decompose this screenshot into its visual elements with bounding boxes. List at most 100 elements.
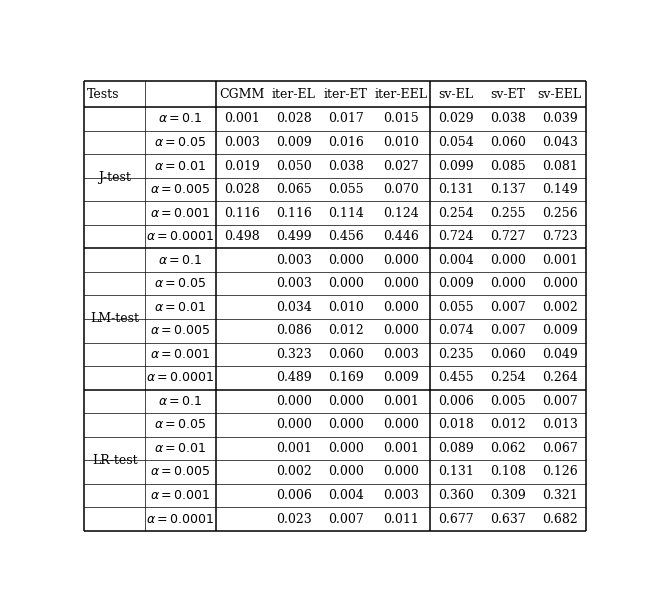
Text: 0.089: 0.089 xyxy=(438,442,473,455)
Text: 0.055: 0.055 xyxy=(438,301,473,314)
Text: iter-EL: iter-EL xyxy=(272,87,316,101)
Text: $\alpha = 0.01$: $\alpha = 0.01$ xyxy=(155,159,207,173)
Text: 0.235: 0.235 xyxy=(438,348,473,361)
Text: J-test: J-test xyxy=(98,171,131,184)
Text: 0.062: 0.062 xyxy=(490,442,526,455)
Text: 0.009: 0.009 xyxy=(542,324,578,337)
Text: 0.000: 0.000 xyxy=(328,277,364,290)
Text: 0.060: 0.060 xyxy=(328,348,364,361)
Text: 0.256: 0.256 xyxy=(542,207,578,220)
Text: 0.131: 0.131 xyxy=(438,183,474,196)
Text: 0.003: 0.003 xyxy=(383,489,419,502)
Text: 0.003: 0.003 xyxy=(276,253,312,267)
Text: 0.116: 0.116 xyxy=(224,207,259,220)
Text: 0.254: 0.254 xyxy=(438,207,473,220)
Text: sv-EL: sv-EL xyxy=(438,87,473,101)
Text: 0.114: 0.114 xyxy=(328,207,364,220)
Text: 0.012: 0.012 xyxy=(490,418,526,431)
Text: 0.060: 0.060 xyxy=(490,348,526,361)
Text: 0.016: 0.016 xyxy=(328,136,364,149)
Text: 0.074: 0.074 xyxy=(438,324,473,337)
Text: 0.039: 0.039 xyxy=(542,113,578,125)
Text: 0.000: 0.000 xyxy=(328,253,364,267)
Text: 0.000: 0.000 xyxy=(328,465,364,479)
Text: 0.001: 0.001 xyxy=(542,253,578,267)
Text: sv-EEL: sv-EEL xyxy=(538,87,582,101)
Text: LR-test: LR-test xyxy=(92,453,138,467)
Text: 0.015: 0.015 xyxy=(383,113,419,125)
Text: $\alpha = 0.05$: $\alpha = 0.05$ xyxy=(155,136,207,149)
Text: 0.446: 0.446 xyxy=(383,230,419,243)
Text: $\alpha = 0.001$: $\alpha = 0.001$ xyxy=(151,348,211,361)
Text: $\alpha = 0.01$: $\alpha = 0.01$ xyxy=(155,301,207,314)
Text: 0.099: 0.099 xyxy=(438,159,473,173)
Text: 0.027: 0.027 xyxy=(383,159,419,173)
Text: 0.005: 0.005 xyxy=(490,395,526,408)
Text: 0.034: 0.034 xyxy=(276,301,312,314)
Text: 0.085: 0.085 xyxy=(490,159,526,173)
Text: 0.000: 0.000 xyxy=(383,277,419,290)
Text: 0.065: 0.065 xyxy=(276,183,312,196)
Text: 0.002: 0.002 xyxy=(542,301,578,314)
Text: 0.255: 0.255 xyxy=(490,207,526,220)
Text: 0.018: 0.018 xyxy=(438,418,474,431)
Text: 0.054: 0.054 xyxy=(438,136,473,149)
Text: 0.001: 0.001 xyxy=(276,442,312,455)
Text: $\alpha = 0.0001$: $\alpha = 0.0001$ xyxy=(146,230,215,243)
Text: 0.009: 0.009 xyxy=(276,136,312,149)
Text: 0.028: 0.028 xyxy=(224,183,259,196)
Text: iter-EEL: iter-EEL xyxy=(374,87,427,101)
Text: iter-ET: iter-ET xyxy=(323,87,368,101)
Text: 0.009: 0.009 xyxy=(438,277,473,290)
Text: $\alpha = 0.1$: $\alpha = 0.1$ xyxy=(158,395,203,408)
Text: 0.131: 0.131 xyxy=(438,465,474,479)
Text: 0.017: 0.017 xyxy=(328,113,364,125)
Text: $\alpha = 0.05$: $\alpha = 0.05$ xyxy=(155,418,207,431)
Text: 0.000: 0.000 xyxy=(383,301,419,314)
Text: 0.004: 0.004 xyxy=(328,489,364,502)
Text: 0.001: 0.001 xyxy=(383,442,419,455)
Text: 0.323: 0.323 xyxy=(276,348,312,361)
Text: 0.006: 0.006 xyxy=(438,395,474,408)
Text: 0.309: 0.309 xyxy=(490,489,526,502)
Text: 0.455: 0.455 xyxy=(438,371,473,385)
Text: 0.000: 0.000 xyxy=(328,442,364,455)
Text: $\alpha = 0.005$: $\alpha = 0.005$ xyxy=(150,324,211,337)
Text: $\alpha = 0.005$: $\alpha = 0.005$ xyxy=(150,183,211,196)
Text: 0.000: 0.000 xyxy=(276,395,312,408)
Text: 0.116: 0.116 xyxy=(276,207,312,220)
Text: 0.000: 0.000 xyxy=(490,253,526,267)
Text: 0.081: 0.081 xyxy=(542,159,578,173)
Text: 0.677: 0.677 xyxy=(438,513,473,525)
Text: 0.000: 0.000 xyxy=(383,465,419,479)
Text: 0.001: 0.001 xyxy=(383,395,419,408)
Text: 0.009: 0.009 xyxy=(383,371,419,385)
Text: 0.149: 0.149 xyxy=(542,183,578,196)
Text: 0.004: 0.004 xyxy=(438,253,474,267)
Text: 0.055: 0.055 xyxy=(328,183,363,196)
Text: 0.727: 0.727 xyxy=(490,230,526,243)
Text: 0.050: 0.050 xyxy=(276,159,312,173)
Text: 0.001: 0.001 xyxy=(224,113,259,125)
Text: $\alpha = 0.01$: $\alpha = 0.01$ xyxy=(155,442,207,455)
Text: 0.070: 0.070 xyxy=(383,183,419,196)
Text: 0.023: 0.023 xyxy=(276,513,312,525)
Text: 0.011: 0.011 xyxy=(383,513,419,525)
Text: 0.019: 0.019 xyxy=(224,159,259,173)
Text: 0.003: 0.003 xyxy=(276,277,312,290)
Text: 0.360: 0.360 xyxy=(438,489,474,502)
Text: 0.067: 0.067 xyxy=(542,442,578,455)
Text: 0.002: 0.002 xyxy=(276,465,312,479)
Text: 0.321: 0.321 xyxy=(542,489,578,502)
Text: Tests: Tests xyxy=(87,87,119,101)
Text: 0.007: 0.007 xyxy=(328,513,364,525)
Text: 0.000: 0.000 xyxy=(490,277,526,290)
Text: 0.000: 0.000 xyxy=(542,277,578,290)
Text: 0.724: 0.724 xyxy=(438,230,473,243)
Text: 0.029: 0.029 xyxy=(438,113,473,125)
Text: 0.499: 0.499 xyxy=(276,230,312,243)
Text: 0.012: 0.012 xyxy=(328,324,364,337)
Text: 0.007: 0.007 xyxy=(542,395,578,408)
Text: $\alpha = 0.005$: $\alpha = 0.005$ xyxy=(150,465,211,479)
Text: 0.000: 0.000 xyxy=(383,253,419,267)
